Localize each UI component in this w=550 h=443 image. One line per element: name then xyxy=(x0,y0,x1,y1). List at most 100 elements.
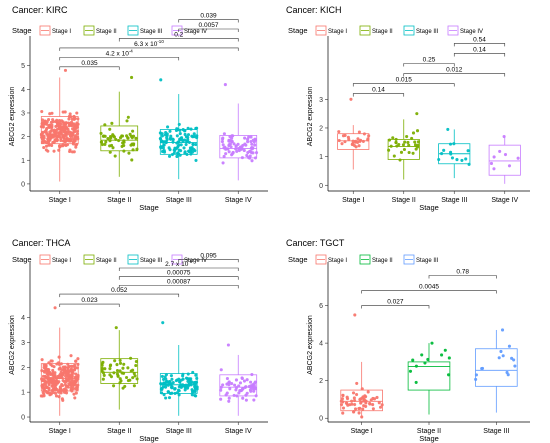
data-point xyxy=(132,384,136,388)
data-point xyxy=(345,401,349,406)
data-point xyxy=(189,127,193,131)
data-point xyxy=(195,387,199,391)
data-point xyxy=(245,153,249,158)
p-value-mantissa: 4.2 xyxy=(106,50,115,57)
data-point xyxy=(231,134,235,138)
data-point xyxy=(251,138,255,142)
data-point xyxy=(177,148,181,152)
data-point xyxy=(387,138,392,142)
data-point xyxy=(219,385,223,389)
data-point xyxy=(51,390,55,395)
x-axis-label: Stage xyxy=(419,203,439,212)
x-tick-label: Stage I xyxy=(49,197,71,204)
data-point xyxy=(464,157,468,161)
data-point xyxy=(178,380,182,384)
legend-item: Stage II xyxy=(359,254,393,265)
p-value-label: 0.78 xyxy=(456,269,469,276)
data-point xyxy=(398,158,402,162)
data-point xyxy=(510,356,514,360)
data-point xyxy=(53,375,57,379)
data-point xyxy=(221,136,225,140)
data-point xyxy=(237,391,241,395)
data-point xyxy=(103,123,107,127)
data-point xyxy=(53,391,58,395)
data-point xyxy=(158,137,162,141)
data-point xyxy=(135,147,139,151)
data-point xyxy=(246,140,250,144)
data-point xyxy=(249,135,253,139)
data-point xyxy=(115,372,120,376)
data-point xyxy=(45,120,49,124)
box-group xyxy=(339,313,384,419)
x-axis-label: Stage xyxy=(139,203,159,212)
data-point xyxy=(352,409,356,414)
data-point xyxy=(178,153,182,157)
box-group xyxy=(407,341,451,415)
data-point xyxy=(101,371,106,375)
data-point xyxy=(40,109,44,114)
data-point xyxy=(341,393,345,398)
comparison-bracket: 0.0045 xyxy=(361,284,497,294)
data-point xyxy=(389,144,393,148)
p-value-label: 4.2 x 10-4 xyxy=(106,48,134,57)
data-point xyxy=(406,140,410,145)
data-point xyxy=(228,139,232,143)
data-point xyxy=(359,400,363,404)
data-point xyxy=(164,141,168,145)
data-point xyxy=(186,379,190,383)
data-point xyxy=(343,133,347,137)
data-point xyxy=(235,149,239,153)
data-point xyxy=(159,78,163,82)
data-point xyxy=(129,143,133,147)
data-point xyxy=(222,154,226,158)
data-point xyxy=(164,383,168,387)
data-point xyxy=(112,135,116,139)
data-point xyxy=(48,393,52,397)
data-point xyxy=(162,143,166,147)
data-point xyxy=(40,358,44,362)
data-point xyxy=(102,373,106,377)
box-group xyxy=(437,127,471,179)
data-point xyxy=(254,394,258,398)
data-point xyxy=(57,355,61,359)
data-point xyxy=(117,138,121,143)
y-tick-label: 1 xyxy=(319,154,323,161)
data-point xyxy=(125,119,129,123)
legend-title: Stage xyxy=(12,255,32,264)
data-point xyxy=(161,146,165,150)
data-point xyxy=(499,349,503,354)
data-point xyxy=(126,366,130,370)
data-point xyxy=(183,138,187,142)
data-point xyxy=(411,131,416,135)
legend: Stage Stage I Stage II Stage III Stage IV xyxy=(288,25,483,36)
p-value-label: 2.7 x 10-5 xyxy=(165,259,193,268)
data-point xyxy=(47,143,51,147)
y-tick-label: 4 xyxy=(21,87,25,94)
data-point xyxy=(250,142,254,146)
data-point xyxy=(108,139,112,143)
x-tick-label: Stage IV xyxy=(225,197,252,204)
data-point xyxy=(50,376,55,380)
data-point xyxy=(426,357,430,362)
data-point xyxy=(224,152,228,156)
data-point xyxy=(380,403,384,407)
data-point xyxy=(66,374,70,378)
data-point xyxy=(492,167,496,171)
data-point xyxy=(242,148,246,153)
data-point xyxy=(42,145,46,150)
data-point xyxy=(347,137,351,141)
data-point xyxy=(108,144,112,148)
data-point xyxy=(120,134,125,138)
data-point xyxy=(175,134,179,138)
data-point xyxy=(194,394,198,398)
data-point xyxy=(353,398,357,403)
data-point xyxy=(115,363,119,367)
legend: Stage Stage I Stage II Stage III Stage IV xyxy=(12,254,207,265)
comparison-bracket: 0.012 xyxy=(403,67,506,77)
data-point xyxy=(53,384,57,388)
data-point xyxy=(402,147,407,152)
legend-item: Stage II xyxy=(359,25,393,36)
data-point xyxy=(100,363,104,367)
data-point xyxy=(61,398,65,402)
